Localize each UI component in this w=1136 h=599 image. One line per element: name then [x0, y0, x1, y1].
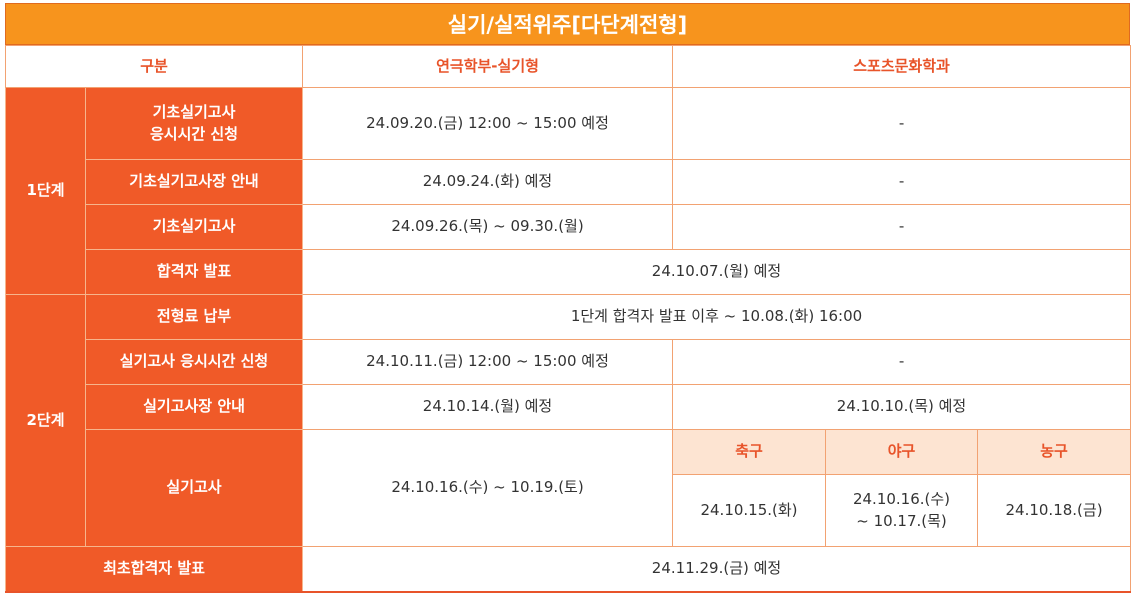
sport-name-basketball: 농구: [977, 429, 1132, 475]
sports-date: -: [672, 159, 1132, 205]
header-row: 구분 연극학부-실기형 스포츠문화학과: [4, 45, 1132, 88]
sport-name-baseball: 야구: [825, 429, 979, 475]
table-row: 기초실기고사장 안내 24.09.24.(화) 예정 -: [6, 159, 1132, 205]
table-row: 24.10.15.(화) 24.10.16.(수) ~ 10.17.(목) 24…: [6, 474, 1132, 547]
sport-date-baseball: 24.10.16.(수) ~ 10.17.(목): [825, 474, 979, 547]
shared-date: 24.11.29.(금) 예정: [302, 546, 1132, 593]
sports-date: -: [672, 204, 1132, 250]
row-item-label: 기초실기고사장 안내: [84, 159, 304, 205]
schedule-container: 실기/실적위주[다단계전형] 구분 연극학부-실기형 스포츠문화학과 1단계 기…: [4, 3, 1132, 593]
row-item-label: 기초실기고사 응시시간 신청: [84, 87, 304, 160]
table-row: 최초합격자 발표 24.11.29.(금) 예정: [4, 546, 1132, 593]
table-row: 실기고사 24.10.16.(수) ~ 10.19.(토) 축구 야구 농구: [6, 429, 1132, 547]
theater-date: 24.10.14.(월) 예정: [302, 384, 674, 430]
theater-date: 24.09.20.(금) 12:00 ~ 15:00 예정: [302, 87, 674, 160]
sports-date: -: [672, 87, 1132, 160]
header-category: 구분: [4, 45, 304, 88]
sport-name-soccer: 축구: [672, 429, 827, 475]
shared-date: 24.10.07.(월) 예정: [302, 249, 1132, 295]
final-item-label: 최초합격자 발표: [4, 546, 304, 593]
table-title: 실기/실적위주[다단계전형]: [5, 3, 1130, 45]
row-item-label: 기초실기고사: [84, 204, 304, 250]
table-row: 2단계 전형료 납부 1단계 합격자 발표 이후 ~ 10.08.(화) 16:…: [5, 294, 1132, 547]
theater-date: 24.09.26.(목) ~ 09.30.(월): [302, 204, 674, 250]
theater-date: 24.10.16.(수) ~ 10.19.(토): [302, 429, 674, 547]
table-row: 실기고사장 안내 24.10.14.(월) 예정 24.10.10.(목) 예정: [6, 384, 1132, 430]
sports-date: -: [672, 339, 1132, 385]
table-row: 1단계 기초실기고사 응시시간 신청 24.09.20.(금) 12:00 ~ …: [5, 87, 1132, 295]
row-item-label: 합격자 발표: [84, 249, 304, 295]
header-sports: 스포츠문화학과: [672, 45, 1132, 88]
header-theater: 연극학부-실기형: [302, 45, 674, 88]
shared-date: 1단계 합격자 발표 이후 ~ 10.08.(화) 16:00: [302, 294, 1132, 340]
sport-date-soccer: 24.10.15.(화): [672, 474, 827, 547]
stage2-label: 2단계: [5, 294, 86, 547]
theater-date: 24.09.24.(화) 예정: [302, 159, 674, 205]
theater-date: 24.10.11.(금) 12:00 ~ 15:00 예정: [302, 339, 674, 385]
table-row: 합격자 발표 24.10.07.(월) 예정: [6, 249, 1132, 295]
schedule-table: 구분 연극학부-실기형 스포츠문화학과 1단계 기초실기고사 응시시간 신청 2…: [4, 45, 1132, 593]
sports-date: 24.10.10.(목) 예정: [672, 384, 1132, 430]
row-item-label: 실기고사: [84, 429, 304, 547]
row-item-label: 실기고사 응시시간 신청: [84, 339, 304, 385]
row-item-label: 전형료 납부: [84, 294, 304, 340]
sport-date-basketball: 24.10.18.(금): [977, 474, 1132, 547]
table-row: 기초실기고사 24.09.26.(목) ~ 09.30.(월) -: [6, 204, 1132, 250]
stage1-label: 1단계: [5, 87, 86, 295]
table-row: 실기고사 응시시간 신청 24.10.11.(금) 12:00 ~ 15:00 …: [6, 339, 1132, 385]
row-item-label: 실기고사장 안내: [84, 384, 304, 430]
